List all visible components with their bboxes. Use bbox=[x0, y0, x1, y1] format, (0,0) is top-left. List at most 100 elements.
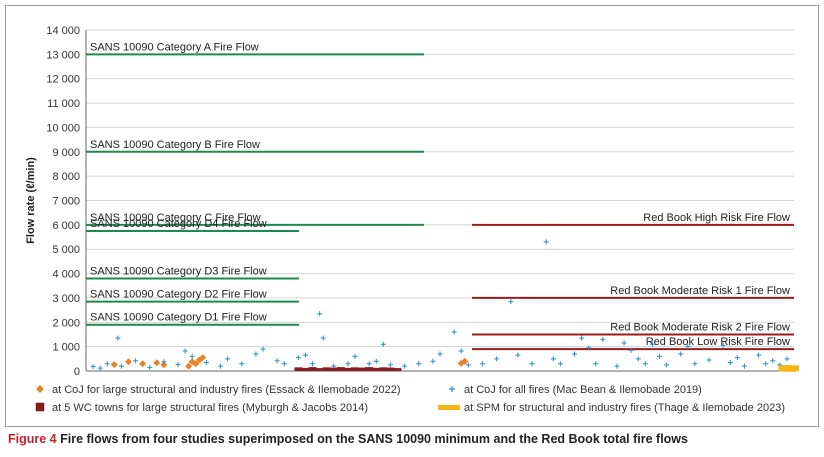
data-point-plus bbox=[756, 352, 762, 358]
data-point-bar bbox=[351, 367, 360, 371]
data-point-bar bbox=[343, 367, 352, 371]
caption-text: Fire flows from four studies superimpose… bbox=[56, 432, 688, 446]
data-point-diamond bbox=[124, 358, 132, 366]
data-point-plus bbox=[182, 348, 188, 354]
legend-label: at 5 WC towns for large structural fires… bbox=[52, 402, 368, 414]
data-point-plus bbox=[373, 358, 379, 364]
data-point-plus bbox=[741, 363, 747, 369]
data-point-bar bbox=[315, 368, 324, 371]
data-point-plus bbox=[508, 299, 514, 305]
reference-line-label: SANS 10090 Category D3 Fire Flow bbox=[90, 265, 267, 277]
data-point-bar bbox=[329, 367, 338, 371]
y-tick-label: 5 000 bbox=[52, 244, 80, 256]
data-point-bar bbox=[358, 367, 367, 371]
data-point-bar bbox=[393, 368, 402, 371]
data-point-plus bbox=[147, 364, 153, 370]
data-point-plus bbox=[494, 356, 500, 362]
reference-line-label: SANS 10090 Category C Fire Flow bbox=[90, 212, 261, 224]
reference-line-label: SANS 10090 Category D4 Fire Flow bbox=[90, 218, 267, 230]
data-point-plus bbox=[614, 363, 620, 369]
data-point-plus bbox=[345, 361, 351, 367]
data-point-plus bbox=[274, 358, 280, 364]
data-point-plus bbox=[479, 361, 485, 367]
data-point-plus bbox=[656, 353, 662, 359]
data-point-plus bbox=[550, 356, 556, 362]
data-point-plus bbox=[515, 352, 521, 358]
data-point-plus bbox=[437, 351, 443, 357]
data-point-diamond bbox=[153, 359, 161, 367]
reference-line-label: Red Book Moderate Risk 1 Fire Flow bbox=[610, 285, 790, 297]
y-tick-label: 4 000 bbox=[52, 269, 80, 281]
data-point-plus bbox=[225, 356, 231, 362]
data-point-plus bbox=[635, 356, 641, 362]
data-point-bar bbox=[322, 367, 331, 371]
data-point-plus bbox=[317, 311, 323, 317]
data-point-plus bbox=[529, 361, 535, 367]
data-point-plus bbox=[320, 335, 326, 341]
data-point-plus bbox=[366, 361, 372, 367]
y-tick-label: 3 000 bbox=[52, 293, 80, 305]
reference-line-label: Red Book Moderate Risk 2 Fire Flow bbox=[610, 321, 790, 333]
y-tick-label: 13 000 bbox=[46, 49, 80, 61]
data-point-plus bbox=[685, 344, 691, 350]
y-tick-label: 7 000 bbox=[52, 196, 80, 208]
data-point-plus bbox=[692, 361, 698, 367]
data-point-diamond bbox=[192, 360, 200, 368]
figure-label: Figure 4 bbox=[8, 432, 57, 446]
y-tick-label: 12 000 bbox=[46, 74, 80, 86]
data-point-plus bbox=[281, 361, 287, 367]
y-tick-label: 0 bbox=[74, 366, 80, 378]
data-point-plus bbox=[543, 239, 549, 245]
data-point-bar bbox=[365, 367, 374, 371]
data-point-plus bbox=[118, 363, 124, 369]
legend-label: at CoJ for all fires (Mac Bean & Ilemoba… bbox=[464, 384, 702, 396]
data-point-plus bbox=[572, 351, 578, 357]
data-point-diamond bbox=[139, 360, 147, 368]
y-tick-label: 8 000 bbox=[52, 171, 80, 183]
data-point-plus bbox=[586, 345, 592, 351]
data-point-bar bbox=[294, 367, 303, 371]
data-point-plus bbox=[161, 359, 167, 365]
data-point-plus bbox=[763, 361, 769, 367]
data-point-bar bbox=[372, 367, 381, 371]
y-tick-label: 1 000 bbox=[52, 342, 80, 354]
data-point-plus bbox=[175, 362, 181, 368]
data-point-plus bbox=[97, 365, 103, 371]
legend-label: at CoJ for large structural and industry… bbox=[52, 384, 401, 396]
data-point-plus bbox=[593, 361, 599, 367]
data-point-plus bbox=[189, 353, 195, 359]
data-point-dash bbox=[789, 365, 799, 372]
data-point-diamond bbox=[185, 362, 193, 370]
data-point-plus bbox=[649, 341, 655, 347]
data-point-plus bbox=[203, 359, 209, 365]
data-point-diamond bbox=[110, 361, 118, 369]
data-point-plus bbox=[90, 364, 96, 370]
data-point-diamond bbox=[160, 361, 168, 369]
data-point-plus bbox=[352, 353, 358, 359]
data-point-plus bbox=[734, 355, 740, 361]
data-point-diamond bbox=[199, 354, 207, 362]
data-point-bar bbox=[336, 367, 345, 371]
data-point-plus bbox=[706, 357, 712, 363]
data-point-plus bbox=[458, 348, 464, 354]
data-point-plus bbox=[451, 329, 457, 335]
data-point-plus bbox=[664, 362, 670, 368]
chart-frame: 0 1 000 2 000 3 000 4 000 5 000 6 000 7 000 8 00… bbox=[5, 5, 819, 427]
data-point-plus bbox=[416, 361, 422, 367]
data-point-plus bbox=[642, 361, 648, 367]
data-point-plus bbox=[600, 336, 606, 342]
data-point-plus bbox=[380, 341, 386, 347]
data-point-plus bbox=[104, 361, 110, 367]
plot-marks bbox=[90, 239, 799, 372]
legend-marker-diamond bbox=[36, 385, 44, 393]
reference-line-label: SANS 10090 Category B Fire Flow bbox=[90, 139, 260, 151]
data-point-plus bbox=[218, 363, 224, 369]
legend: at CoJ for large structural and industry… bbox=[35, 384, 785, 414]
data-point-bar bbox=[379, 367, 388, 371]
data-point-plus bbox=[628, 347, 634, 353]
data-point-plus bbox=[621, 340, 627, 346]
y-tick-label: 6 000 bbox=[52, 220, 80, 232]
data-point-plus bbox=[770, 358, 776, 364]
y-tick-label: 10 000 bbox=[46, 122, 80, 134]
legend-marker-dash bbox=[438, 405, 460, 410]
